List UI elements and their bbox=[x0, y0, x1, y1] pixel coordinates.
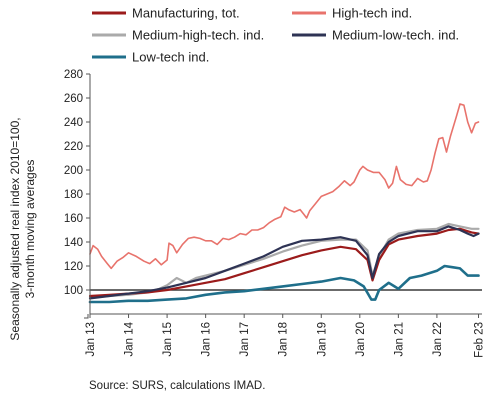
y-tick-label-180: 180 bbox=[64, 189, 83, 201]
legend-label-2: Medium-high-tech. ind. bbox=[132, 28, 264, 43]
series-line-2 bbox=[88, 222, 480, 299]
legend-label-3: Medium-low-tech. ind. bbox=[332, 28, 459, 43]
x-tick-label-4: Jan 17 bbox=[239, 322, 251, 357]
y-tick-label-160: 160 bbox=[64, 213, 83, 225]
legend-label-0: Manufacturing, tot. bbox=[132, 6, 240, 21]
x-tick-label-9: Jan 22 bbox=[432, 322, 444, 357]
series-line-4 bbox=[88, 264, 480, 304]
y-tick-label-240: 240 bbox=[64, 117, 83, 129]
legend: Manufacturing, tot. High-tech ind. Medium-… bbox=[92, 6, 459, 65]
series-line-0 bbox=[88, 227, 480, 298]
x-tick-label-3: Jan 16 bbox=[201, 322, 213, 357]
x-tick-label-1: Jan 14 bbox=[124, 321, 136, 356]
x-tick-label-5: Jan 18 bbox=[278, 322, 290, 357]
x-tick-label-0: Jan 13 bbox=[85, 322, 97, 357]
x-tick-label-7: Jan 20 bbox=[355, 322, 367, 357]
y-tick-label-260: 260 bbox=[64, 93, 83, 105]
plot-area bbox=[88, 103, 482, 304]
y-tick-label-220: 220 bbox=[64, 141, 83, 153]
y-tick-label-140: 140 bbox=[64, 237, 83, 249]
y-tick-label-100: 100 bbox=[64, 285, 83, 297]
x-tick-label-10: Feb 23 bbox=[474, 322, 486, 358]
y-tick-label-280: 280 bbox=[64, 69, 83, 81]
source-note: Source: SURS, calculations IMAD. bbox=[89, 380, 265, 392]
y-tick-label-120: 120 bbox=[64, 261, 83, 273]
legend-label-1: High-tech ind. bbox=[332, 6, 412, 21]
x-tick-label-6: Jan 19 bbox=[316, 322, 328, 357]
y-axis-title-line-1: Seasonally adjusted real index 2010=100, bbox=[8, 117, 22, 340]
y-tick-label-200: 200 bbox=[64, 165, 83, 177]
series-line-1 bbox=[89, 103, 480, 270]
axes: 100 120 140 160 180 200 220 240 260 280 Jan 13 Jan … bbox=[64, 69, 486, 358]
x-tick-label-8: Jan 21 bbox=[393, 322, 405, 357]
legend-label-4: Low-tech ind. bbox=[132, 50, 209, 65]
x-tick-label-2: Jan 15 bbox=[162, 322, 174, 357]
series-line-3 bbox=[88, 225, 480, 300]
y-axis-break-mark bbox=[84, 314, 89, 319]
y-axis-title-line-2: 3-month moving averages bbox=[23, 160, 37, 299]
